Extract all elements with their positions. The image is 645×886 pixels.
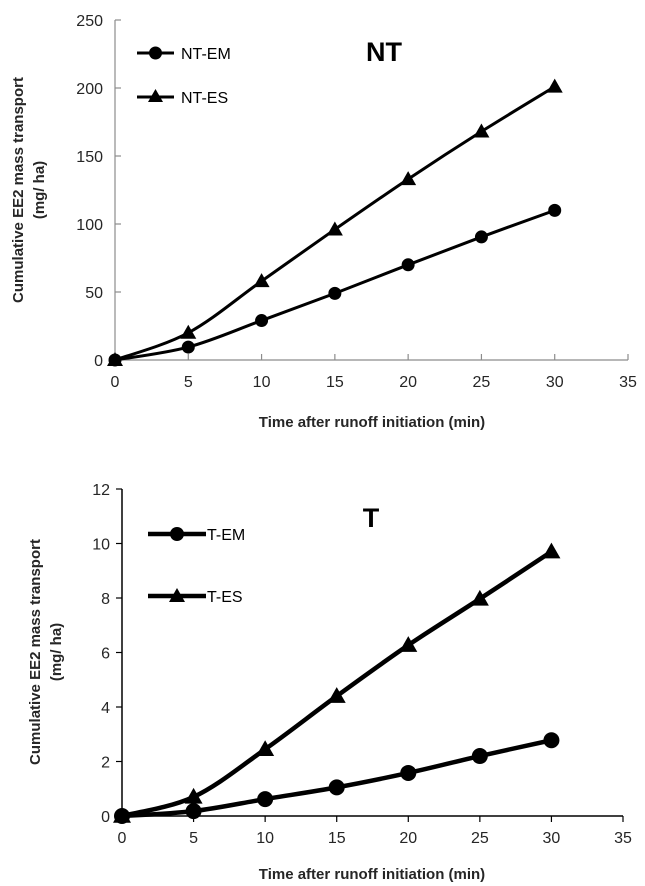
nt-es-point	[180, 324, 197, 339]
t-em-point	[185, 803, 202, 820]
t-em-point	[471, 748, 488, 765]
t-em-point	[257, 791, 274, 808]
nt-es-point	[400, 171, 417, 186]
t-x-ticks: 0 5 10 15 20 25 30 35	[118, 816, 632, 847]
nt-series	[107, 78, 563, 367]
t-em-point	[328, 779, 345, 796]
t-y-tick-label: 6	[101, 646, 110, 663]
t-legend-em-label: T-EM	[207, 527, 245, 544]
t-x-tick-label: 15	[328, 830, 346, 847]
nt-legend-em-marker	[149, 46, 162, 60]
nt-es-point	[546, 78, 563, 93]
nt-x-tick-label: 30	[546, 374, 564, 391]
nt-em-point	[548, 203, 562, 217]
nt-y-tick-label: 0	[94, 353, 103, 370]
nt-em-point	[255, 314, 269, 328]
chart-nt: 0 50 100 150 200 250 0 5 10 15 20 25 30 35 Time afte…	[10, 13, 637, 431]
nt-legend: NT-EM NT-ES	[137, 46, 231, 107]
t-y-tick-label: 12	[92, 482, 110, 499]
nt-es-point	[326, 221, 343, 236]
nt-x-tick-label: 25	[473, 374, 491, 391]
t-y-axis-title-line2: (mg/ ha)	[48, 623, 65, 681]
nt-x-tick-label: 35	[619, 374, 637, 391]
nt-y-axis-title-line1: Cumulative EE2 mass transport	[10, 77, 27, 303]
t-y-tick-label: 8	[101, 591, 110, 608]
t-y-ticks: 0 2 4 6 8 10 12	[92, 482, 122, 826]
t-x-tick-label: 20	[399, 830, 417, 847]
nt-y-tick-label: 150	[76, 149, 103, 166]
nt-es-point	[253, 273, 270, 288]
t-legend-es-label: T-ES	[207, 589, 243, 606]
nt-em-point	[401, 258, 415, 272]
nt-legend-em-label: NT-EM	[181, 46, 231, 63]
nt-es-point	[473, 123, 490, 138]
t-y-axis-title-line1: Cumulative EE2 mass transport	[27, 539, 44, 765]
nt-x-axis-title: Time after runoff initiation (min)	[259, 414, 485, 431]
t-y-tick-label: 2	[101, 755, 110, 772]
t-y-tick-label: 0	[101, 809, 110, 826]
t-legend-es-marker	[169, 588, 185, 602]
nt-y-tick-label: 250	[76, 13, 103, 30]
nt-y-tick-label: 50	[85, 285, 103, 302]
t-em-point	[543, 732, 560, 749]
nt-x-ticks: 0 5 10 15 20 25 30 35	[111, 354, 637, 391]
t-es-point	[256, 740, 275, 756]
nt-legend-es-marker	[148, 89, 163, 102]
t-es-point	[113, 807, 131, 823]
t-y-tick-label: 10	[92, 537, 110, 554]
t-es-point	[470, 589, 489, 606]
t-es-point	[184, 787, 203, 804]
nt-x-tick-label: 20	[399, 374, 417, 391]
t-x-tick-label: 25	[471, 830, 489, 847]
nt-y-tick-label: 100	[76, 217, 103, 234]
t-x-tick-label: 5	[189, 830, 198, 847]
nt-em-point	[181, 340, 195, 354]
nt-y-axis-title-line2: (mg/ ha)	[31, 161, 48, 219]
t-es-point	[327, 687, 346, 703]
t-em-series-line	[121, 738, 552, 819]
t-es-point	[399, 636, 418, 652]
nt-em-point	[474, 230, 488, 244]
t-legend: T-EM T-ES	[148, 527, 245, 606]
t-x-axis-title: Time after runoff initiation (min)	[259, 866, 485, 883]
nt-x-tick-label: 15	[326, 374, 344, 391]
nt-x-tick-label: 0	[111, 374, 120, 391]
t-es-point	[542, 542, 561, 559]
nt-x-tick-label: 10	[253, 374, 271, 391]
t-es-series-line	[121, 549, 553, 819]
chart-t: 0 2 4 6 8 10 12 0 5 10 15 20 25 30 35 Time after runo…	[27, 482, 632, 883]
nt-legend-es-label: NT-ES	[181, 90, 228, 107]
t-x-tick-label: 0	[118, 830, 127, 847]
nt-y-ticks: 0 50 100 150 200 250	[76, 13, 121, 370]
nt-em-point	[328, 286, 342, 300]
t-panel-label: T	[363, 503, 380, 533]
nt-y-tick-label: 200	[76, 81, 103, 98]
t-x-tick-label: 10	[256, 830, 274, 847]
nt-panel-label: NT	[366, 37, 402, 67]
t-series	[113, 542, 561, 824]
t-x-tick-label: 35	[614, 830, 632, 847]
nt-es-point	[107, 352, 123, 366]
t-legend-em-marker	[170, 527, 184, 541]
t-em-point	[400, 764, 417, 781]
nt-x-tick-label: 5	[184, 374, 193, 391]
t-x-tick-label: 30	[543, 830, 561, 847]
t-y-tick-label: 4	[101, 700, 110, 717]
